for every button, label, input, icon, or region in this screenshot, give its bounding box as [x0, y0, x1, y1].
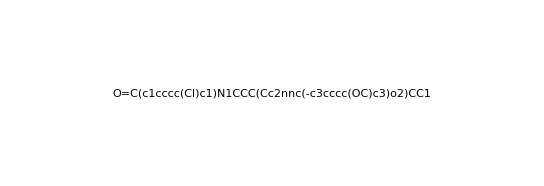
- Text: O=C(c1cccc(Cl)c1)N1CCC(Cc2nnc(-c3cccc(OC)c3)o2)CC1: O=C(c1cccc(Cl)c1)N1CCC(Cc2nnc(-c3cccc(OC…: [113, 88, 431, 98]
